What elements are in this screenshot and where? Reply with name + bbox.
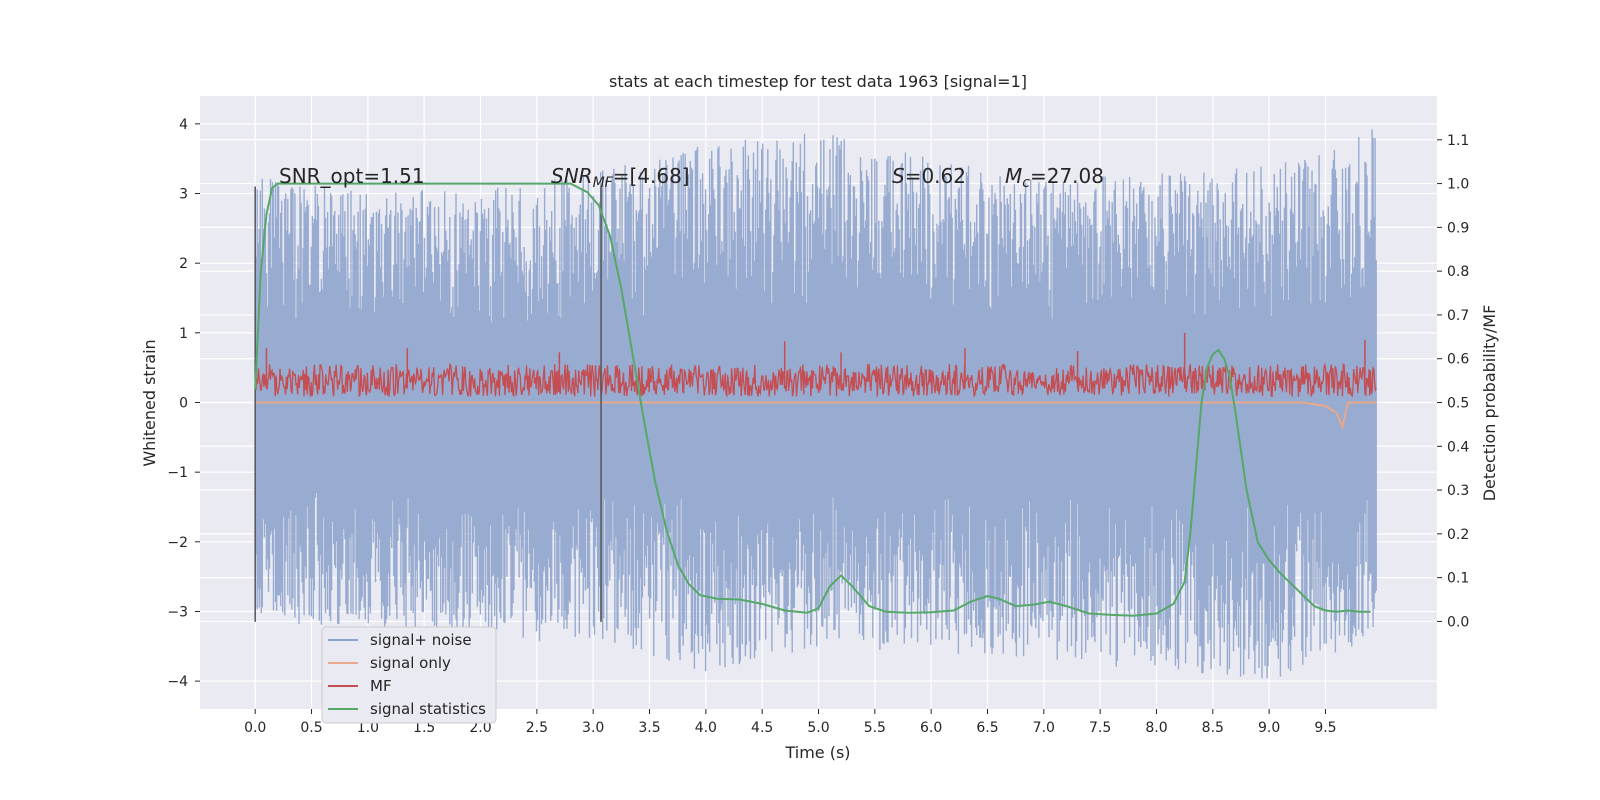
x-tick-label: 8.5 <box>1202 720 1224 736</box>
y-left-tick-label: 3 <box>179 187 188 203</box>
chart-title: stats at each timestep for test data 196… <box>609 72 1027 91</box>
x-tick-label: 5.0 <box>807 720 829 736</box>
x-tick-label: 0.5 <box>300 720 322 736</box>
x-tick-label: 7.5 <box>1089 720 1111 736</box>
x-tick-label: 6.5 <box>976 720 998 736</box>
y-left-tick-label: −3 <box>167 604 188 620</box>
y-right-tick-label: 1.1 <box>1447 133 1469 149</box>
annotation-mc-sub: c <box>1022 175 1030 191</box>
legend-label-signal-only: signal only <box>370 654 451 672</box>
y-left-axis-label: Whitened strain <box>140 339 159 466</box>
annotation-snr-mf-sub: MF <box>593 175 614 191</box>
x-tick-label: 9.0 <box>1258 720 1280 736</box>
y-left-tick-label: 1 <box>179 326 188 342</box>
signal-only-series <box>255 401 1377 431</box>
y-right-tick-label: 0.9 <box>1447 220 1469 236</box>
x-tick-label: 4.5 <box>751 720 773 736</box>
y-right-tick-label: 0.0 <box>1447 614 1469 630</box>
y-right-tick-label: 0.5 <box>1447 396 1469 412</box>
x-tick-label: 5.5 <box>864 720 886 736</box>
y-left-tick-label: 2 <box>179 256 188 272</box>
x-tick-label: 1.5 <box>413 720 435 736</box>
x-tick-label: 4.0 <box>695 720 717 736</box>
y-right-tick-label: 0.7 <box>1447 308 1469 324</box>
signal-statistics-trace <box>254 182 1371 617</box>
annotation-s-value: =0.62 <box>905 164 966 188</box>
y-right-tick-label: 0.4 <box>1447 439 1469 455</box>
annotation-snr-mf: SNRMF=[4.68] <box>551 164 690 191</box>
x-tick-label: 1.0 <box>357 720 379 736</box>
signal-statistics-series <box>254 182 1371 617</box>
annotation-s-label: S <box>892 164 905 188</box>
x-tick-label: 0.0 <box>244 720 266 736</box>
mf-series <box>254 332 1377 398</box>
y-left-tick-label: 0 <box>179 396 188 412</box>
legend-label-signal-noise: signal+ noise <box>370 631 472 649</box>
annotation-snr-mf-value: =[4.68] <box>613 164 690 188</box>
marker-lines <box>254 186 602 622</box>
y-left-tick-label: −1 <box>167 465 188 481</box>
x-tick-label: 7.0 <box>1033 720 1055 736</box>
y-right-axis-label: Detection probability/MF <box>1480 305 1499 502</box>
annotation-snr-opt: SNR_opt=1.51 <box>279 164 425 188</box>
y-left-tick-label: 4 <box>179 117 188 133</box>
y-left-axis-ticks: −4 −3 −2 −1 0 1 2 3 4 <box>167 117 200 690</box>
legend-label-mf: MF <box>370 677 392 695</box>
y-right-tick-label: 0.8 <box>1447 264 1469 280</box>
annotation-mc-value: =27.08 <box>1030 164 1104 188</box>
y-right-tick-label: 1.0 <box>1447 177 1469 193</box>
x-axis-ticks: 0.0 0.5 1.0 1.5 2.0 2.5 3.0 3.5 4.0 4.5 5.0 5.5 6.0 6… <box>244 709 1337 736</box>
x-axis-label: Time (s) <box>784 743 850 762</box>
annotation-snr-mf-label: SNR <box>551 164 593 188</box>
annotation-mc-label: M <box>1005 164 1022 188</box>
y-right-axis-ticks: 0.0 0.1 0.2 0.3 0.4 0.5 0.6 0.7 0.8 0.9 1.0 1.1 <box>1437 133 1469 630</box>
y-right-tick-label: 0.6 <box>1447 352 1469 368</box>
y-right-tick-label: 0.2 <box>1447 527 1469 543</box>
x-tick-label: 9.5 <box>1314 720 1336 736</box>
x-tick-label: 2.0 <box>469 720 491 736</box>
annotation-s: S=0.62 <box>892 164 966 188</box>
x-tick-label: 3.5 <box>638 720 660 736</box>
x-tick-label: 8.0 <box>1145 720 1167 736</box>
mf-trace <box>254 362 1377 398</box>
x-tick-label: 2.5 <box>526 720 548 736</box>
legend: signal+ noise signal only MF signal stat… <box>321 626 497 724</box>
y-left-tick-label: −2 <box>167 535 188 551</box>
legend-label-signal-statistics: signal statistics <box>370 700 486 718</box>
x-tick-label: 6.0 <box>920 720 942 736</box>
annotation-mc: Mc=27.08 <box>1005 164 1104 191</box>
legend-box <box>321 626 497 724</box>
y-right-tick-label: 0.3 <box>1447 483 1469 499</box>
signal-only-trace <box>255 401 1377 431</box>
y-right-tick-label: 0.1 <box>1447 571 1469 587</box>
x-tick-label: 3.0 <box>582 720 604 736</box>
y-left-tick-label: −4 <box>167 674 188 690</box>
